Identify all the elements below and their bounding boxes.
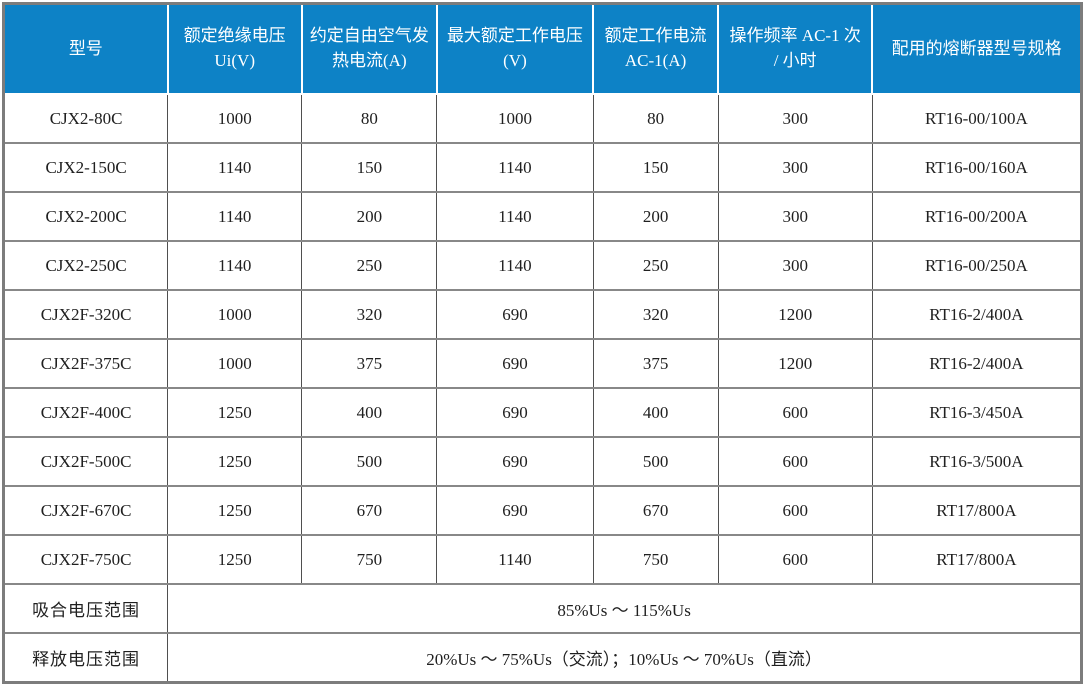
cell-thermal-current: 375 (301, 338, 438, 389)
cell-fuse-spec: RT17/800A (871, 534, 1083, 585)
table-row: CJX2-150C 1140 150 1140 150 300 RT16-00/… (2, 142, 1083, 193)
cell-fuse-spec: RT16-2/400A (871, 289, 1083, 340)
table-row-release-voltage-range: 释放电压范围 20%Us ～ 75%Us（交流）；10%Us ～ 70%Us（直… (2, 632, 1082, 684)
column-header-model: 型号 (2, 2, 169, 95)
cell-insulation-voltage: 1140 (167, 240, 303, 291)
cell-fuse-spec: RT16-00/200A (871, 191, 1083, 242)
table-row: CJX2-80C 1000 80 1000 80 300 RT16-00/100… (2, 93, 1083, 144)
cell-thermal-current: 500 (301, 436, 438, 487)
release-voltage-range-value: 20%Us ～ 75%Us（交流）；10%Us ～ 70%Us（直流） (167, 632, 1082, 684)
table-row: CJX2F-320C 1000 320 690 320 1200 RT16-2/… (2, 289, 1083, 340)
cell-max-working-voltage: 1000 (436, 93, 594, 144)
release-voltage-range-label: 释放电压范围 (2, 632, 169, 684)
cell-insulation-voltage: 1000 (167, 338, 303, 389)
cell-fuse-spec: RT17/800A (871, 485, 1083, 536)
cell-fuse-spec: RT16-2/400A (871, 338, 1083, 389)
cell-insulation-voltage: 1250 (167, 485, 303, 536)
cell-fuse-spec: RT16-00/160A (871, 142, 1083, 193)
cell-insulation-voltage: 1140 (167, 142, 303, 193)
cell-model: CJX2-80C (2, 93, 169, 144)
cell-ac1-current: 500 (592, 436, 719, 487)
cell-fuse-spec: RT16-3/500A (871, 436, 1083, 487)
cell-model: CJX2F-670C (2, 485, 169, 536)
cell-thermal-current: 750 (301, 534, 438, 585)
cell-fuse-spec: RT16-3/450A (871, 387, 1083, 438)
cell-max-working-voltage: 690 (436, 289, 594, 340)
cell-thermal-current: 150 (301, 142, 438, 193)
column-header-ac1-current: 额定工作电流 AC-1(A) (592, 2, 720, 95)
cell-model: CJX2F-500C (2, 436, 169, 487)
table-row: CJX2F-375C 1000 375 690 375 1200 RT16-2/… (2, 338, 1083, 389)
cell-model: CJX2F-375C (2, 338, 169, 389)
cell-ac1-current: 670 (592, 485, 719, 536)
cell-operating-frequency: 600 (717, 534, 873, 585)
cell-thermal-current: 250 (301, 240, 438, 291)
cell-insulation-voltage: 1140 (167, 191, 303, 242)
cell-model: CJX2F-750C (2, 534, 169, 585)
table-row: CJX2-250C 1140 250 1140 250 300 RT16-00/… (2, 240, 1083, 291)
column-header-fuse-spec: 配用的熔断器型号规格 (871, 2, 1083, 95)
cell-thermal-current: 200 (301, 191, 438, 242)
cell-operating-frequency: 600 (717, 436, 873, 487)
table-row: CJX2F-500C 1250 500 690 500 600 RT16-3/5… (2, 436, 1083, 487)
pickup-voltage-range-label: 吸合电压范围 (2, 583, 169, 634)
table-row: CJX2-200C 1140 200 1140 200 300 RT16-00/… (2, 191, 1083, 242)
cell-ac1-current: 375 (592, 338, 719, 389)
cell-ac1-current: 200 (592, 191, 719, 242)
column-header-max-working-voltage: 最大额定工作电压(V) (435, 2, 595, 95)
header-row: 型号 额定绝缘电压 Ui(V) 约定自由空气发热电流(A) 最大额定工作电压(V… (2, 2, 1083, 95)
pickup-voltage-range-value: 85%Us ～ 115%Us (167, 583, 1082, 634)
cell-operating-frequency: 300 (717, 93, 873, 144)
column-header-operating-frequency: 操作频率 AC-1 次 / 小时 (717, 2, 874, 95)
cell-insulation-voltage: 1250 (167, 534, 303, 585)
cell-operating-frequency: 600 (717, 387, 873, 438)
cell-model: CJX2F-400C (2, 387, 169, 438)
cell-ac1-current: 80 (592, 93, 719, 144)
cell-ac1-current: 250 (592, 240, 719, 291)
cell-max-working-voltage: 690 (436, 338, 594, 389)
cell-operating-frequency: 600 (717, 485, 873, 536)
cell-model: CJX2-200C (2, 191, 169, 242)
table-row: CJX2F-400C 1250 400 690 400 600 RT16-3/4… (2, 387, 1083, 438)
cell-max-working-voltage: 1140 (436, 142, 594, 193)
table-row-pickup-voltage-range: 吸合电压范围 85%Us ～ 115%Us (2, 583, 1082, 634)
cell-operating-frequency: 300 (717, 191, 873, 242)
cell-model: CJX2-250C (2, 240, 169, 291)
cell-model: CJX2-150C (2, 142, 169, 193)
cell-ac1-current: 150 (592, 142, 719, 193)
cell-operating-frequency: 300 (717, 240, 873, 291)
cell-model: CJX2F-320C (2, 289, 169, 340)
cell-thermal-current: 320 (301, 289, 438, 340)
cell-thermal-current: 670 (301, 485, 438, 536)
cell-ac1-current: 400 (592, 387, 719, 438)
cell-thermal-current: 400 (301, 387, 438, 438)
cell-operating-frequency: 1200 (717, 289, 873, 340)
cell-max-working-voltage: 1140 (436, 534, 594, 585)
cell-max-working-voltage: 690 (436, 485, 594, 536)
cell-insulation-voltage: 1000 (167, 93, 303, 144)
cell-max-working-voltage: 690 (436, 387, 594, 438)
cell-operating-frequency: 1200 (717, 338, 873, 389)
cell-fuse-spec: RT16-00/250A (871, 240, 1083, 291)
cell-max-working-voltage: 1140 (436, 240, 594, 291)
cell-operating-frequency: 300 (717, 142, 873, 193)
cell-fuse-spec: RT16-00/100A (871, 93, 1083, 144)
cell-max-working-voltage: 1140 (436, 191, 594, 242)
cell-insulation-voltage: 1000 (167, 289, 303, 340)
column-header-insulation-voltage: 额定绝缘电压 Ui(V) (166, 2, 303, 95)
cell-insulation-voltage: 1250 (167, 387, 303, 438)
cell-ac1-current: 750 (592, 534, 719, 585)
column-header-thermal-current: 约定自由空气发热电流(A) (300, 2, 438, 95)
cell-thermal-current: 80 (301, 93, 438, 144)
table-row: CJX2F-670C 1250 670 690 670 600 RT17/800… (2, 485, 1083, 536)
cell-max-working-voltage: 690 (436, 436, 594, 487)
table-row: CJX2F-750C 1250 750 1140 750 600 RT17/80… (2, 534, 1083, 585)
cell-ac1-current: 320 (592, 289, 719, 340)
cell-insulation-voltage: 1250 (167, 436, 303, 487)
